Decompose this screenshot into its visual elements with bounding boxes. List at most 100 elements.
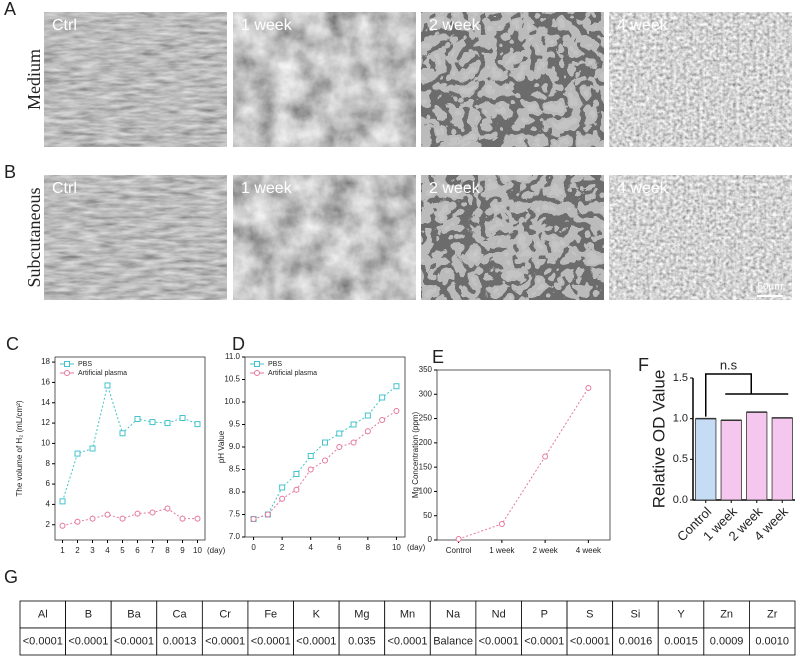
data-point <box>293 486 300 493</box>
data-point <box>350 439 357 446</box>
data-point <box>119 515 126 522</box>
table-cell <box>293 627 340 656</box>
series-line <box>62 507 198 527</box>
plot-frame <box>244 356 406 538</box>
panel-letter: D <box>232 334 245 354</box>
y-tick-label: 10.5 <box>224 375 240 384</box>
table-cell <box>566 600 614 629</box>
x-tick-label: 5 <box>120 546 125 555</box>
x-tick-label: 2 <box>280 543 285 552</box>
data-point <box>264 511 271 518</box>
y-tick-label: 0 <box>428 535 433 544</box>
table-cell <box>247 600 294 629</box>
table-cell <box>749 627 796 656</box>
data-point <box>149 509 156 516</box>
x-tick-label: 2 <box>75 546 80 555</box>
table-header: Fe <box>264 608 277 620</box>
table-value: 0.0013 <box>163 635 197 647</box>
bar <box>720 419 742 501</box>
data-point <box>455 536 462 543</box>
data-point <box>164 505 171 512</box>
data-point <box>322 457 328 464</box>
panel-letter: G <box>4 567 18 587</box>
table-value: Balance <box>433 635 473 647</box>
data-point <box>542 453 549 460</box>
table-value: <0.0001 <box>524 635 564 647</box>
data-point <box>59 498 66 505</box>
data-point <box>254 370 260 376</box>
data-point <box>293 471 300 477</box>
image-label: Ctrl <box>52 17 77 34</box>
table-header: Nd <box>492 608 506 620</box>
data-point <box>194 421 201 428</box>
table-value: <0.0001 <box>296 635 336 647</box>
y-tick-label: 7.5 <box>229 510 241 519</box>
data-point <box>379 394 386 401</box>
y-tick-label: 10 <box>41 439 50 448</box>
y-tick-label: 100 <box>419 487 433 496</box>
data-point <box>393 383 400 390</box>
y-tick-label: 12 <box>41 418 50 427</box>
data-point <box>104 382 111 389</box>
table-cell <box>247 627 294 656</box>
x-tick-label: 10 <box>392 543 401 552</box>
y-axis-label: Mg Concentration (ppm) <box>411 412 420 499</box>
y-tick-label: 16 <box>41 378 50 387</box>
x-tick-label: 10 <box>193 546 202 555</box>
table-header: Ba <box>127 608 141 620</box>
table-header: Si <box>631 608 641 620</box>
table-cell <box>703 627 750 656</box>
image-label: Ctrl <box>52 180 77 197</box>
table-cell <box>429 600 477 629</box>
sem-image <box>421 175 604 300</box>
x-tick-label: 8 <box>366 543 371 552</box>
data-point <box>585 384 592 391</box>
y-tick-label: 8.0 <box>229 487 241 496</box>
table-header: P <box>541 608 548 620</box>
table-value: <0.0001 <box>114 635 154 647</box>
table-value: <0.0001 <box>251 635 291 647</box>
x-tick-label: 9 <box>180 546 185 555</box>
x-tick-label: 4 week <box>576 546 602 555</box>
x-tick-label: 1 week <box>489 546 515 555</box>
data-point <box>134 510 141 517</box>
data-point <box>322 439 328 446</box>
table-cell <box>475 600 522 629</box>
panel-letter: E <box>432 347 444 367</box>
y-tick-label: 14 <box>41 398 50 407</box>
table-cell <box>384 627 431 656</box>
sem-image <box>609 12 792 147</box>
table-header: B <box>85 608 92 620</box>
y-tick-label: 6 <box>46 479 51 488</box>
data-point <box>64 370 70 376</box>
table-cell <box>521 627 568 656</box>
y-tick-label: 250 <box>419 414 433 423</box>
x-tick-label: 4 <box>308 543 313 552</box>
table-value: <0.0001 <box>570 635 610 647</box>
legend-label: Artificial plasma <box>268 370 317 377</box>
y-tick-label: 9.0 <box>229 442 241 451</box>
data-point <box>179 515 186 522</box>
data-point <box>364 428 371 435</box>
panel-letter: F <box>638 355 649 375</box>
data-point <box>64 361 70 367</box>
image-label: 4 week <box>617 17 669 34</box>
sem-image <box>44 12 227 147</box>
y-axis-label: Relative OD Value <box>649 370 668 509</box>
image-label: 2 week <box>429 180 481 197</box>
x-tick-label: 3 <box>90 546 95 555</box>
table-header: Zr <box>767 608 778 620</box>
table-value: 0.0009 <box>710 635 744 647</box>
data-point <box>307 453 314 459</box>
y-axis-label: The volume of H₂ (mL/cm²) <box>15 400 24 496</box>
table-value: 0.0016 <box>619 635 653 647</box>
y-tick-label: 4 <box>46 500 51 509</box>
table-value: <0.0001 <box>68 635 108 647</box>
row-label: Subcutaneous <box>24 188 44 288</box>
table-header: Y <box>677 608 685 620</box>
y-tick-label: 1.0 <box>673 413 688 425</box>
data-point <box>164 420 171 427</box>
x-tick-label: 6 <box>337 543 342 552</box>
plot-frame <box>436 369 611 541</box>
x-tick-label: 1 <box>60 546 65 555</box>
